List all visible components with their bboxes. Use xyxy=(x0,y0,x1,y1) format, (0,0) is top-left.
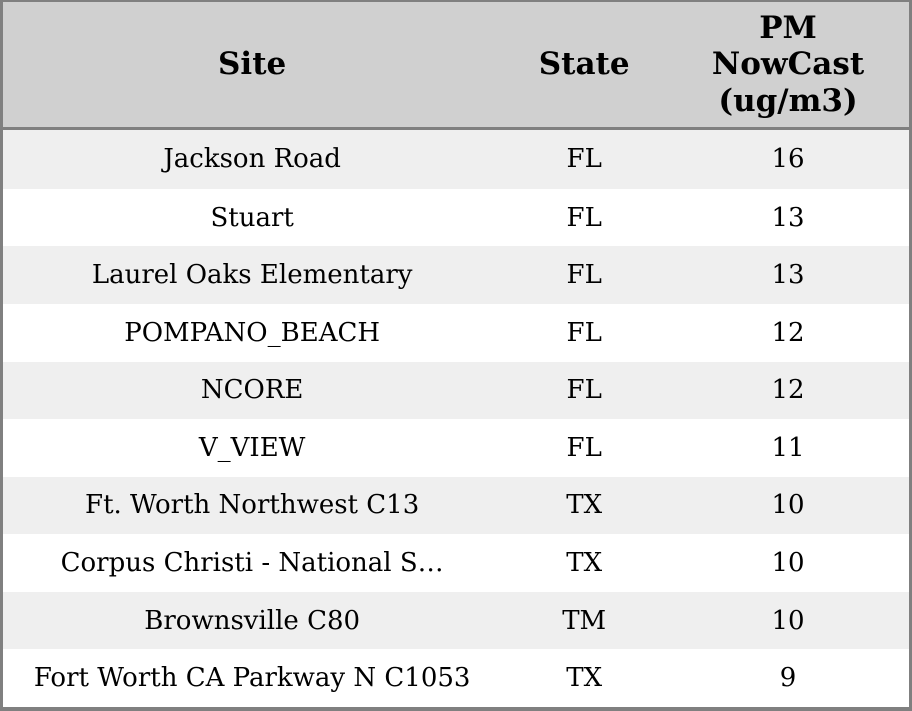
column-header-site-label: Site xyxy=(218,46,287,83)
cell-state: FL xyxy=(501,304,668,362)
table-body: Jackson Road FL 16 Stuart FL 13 Laurel O… xyxy=(3,128,909,707)
cell-pm-nowcast: 12 xyxy=(667,304,909,362)
column-header-pm-nowcast-label: PM NowCast (ug/m3) xyxy=(711,9,865,119)
cell-pm-nowcast: 12 xyxy=(667,361,909,420)
cell-state: FL xyxy=(501,188,668,247)
cell-state: TX xyxy=(501,534,668,592)
cell-pm-nowcast: 11 xyxy=(667,419,909,477)
cell-site: Brownsville C80 xyxy=(3,591,502,650)
column-header-site: Site xyxy=(3,2,502,130)
cell-state: TM xyxy=(501,591,668,650)
table-row: Stuart FL 13 xyxy=(3,188,909,247)
table-row: Ft. Worth Northwest C13 TX 10 xyxy=(3,476,909,535)
cell-site: Stuart xyxy=(3,188,502,247)
cell-site: Laurel Oaks Elementary xyxy=(3,246,502,305)
table-row: Jackson Road FL 16 xyxy=(3,128,909,189)
column-header-state: State xyxy=(501,2,668,130)
table-row: V_VIEW FL 11 xyxy=(3,419,909,477)
table-header: Site State PM NowCast (ug/m3) xyxy=(3,2,909,130)
cell-site: Jackson Road xyxy=(3,128,502,189)
cell-state: FL xyxy=(501,361,668,420)
cell-state: FL xyxy=(501,419,668,477)
cell-site: POMPANO_BEACH xyxy=(3,304,502,362)
cell-state: TX xyxy=(501,649,668,707)
column-header-state-label: State xyxy=(538,46,630,83)
cell-pm-nowcast: 13 xyxy=(667,188,909,247)
cell-state: FL xyxy=(501,128,668,189)
table-row: Brownsville C80 TM 10 xyxy=(3,591,909,650)
table-row: Corpus Christi - National S… TX 10 xyxy=(3,534,909,592)
cell-pm-nowcast: 16 xyxy=(667,128,909,189)
cell-pm-nowcast: 10 xyxy=(667,476,909,535)
cell-state: TX xyxy=(501,476,668,535)
table-row: POMPANO_BEACH FL 12 xyxy=(3,304,909,362)
table-row: NCORE FL 12 xyxy=(3,361,909,420)
header-row: Site State PM NowCast (ug/m3) xyxy=(3,2,909,130)
table-row: Fort Worth CA Parkway N C1053 TX 9 xyxy=(3,649,909,707)
cell-pm-nowcast: 9 xyxy=(667,649,909,707)
cell-state: FL xyxy=(501,246,668,305)
column-header-pm-nowcast: PM NowCast (ug/m3) xyxy=(667,2,909,130)
cell-site: Corpus Christi - National S… xyxy=(3,534,502,592)
table-row: Laurel Oaks Elementary FL 13 xyxy=(3,246,909,305)
cell-site: Fort Worth CA Parkway N C1053 xyxy=(3,649,502,707)
cell-pm-nowcast: 10 xyxy=(667,591,909,650)
data-table: Site State PM NowCast (ug/m3) Jackson Ro… xyxy=(3,2,909,707)
cell-site: NCORE xyxy=(3,361,502,420)
cell-pm-nowcast: 13 xyxy=(667,246,909,305)
cell-site: Ft. Worth Northwest C13 xyxy=(3,476,502,535)
cell-pm-nowcast: 10 xyxy=(667,534,909,592)
cell-site: V_VIEW xyxy=(3,419,502,477)
